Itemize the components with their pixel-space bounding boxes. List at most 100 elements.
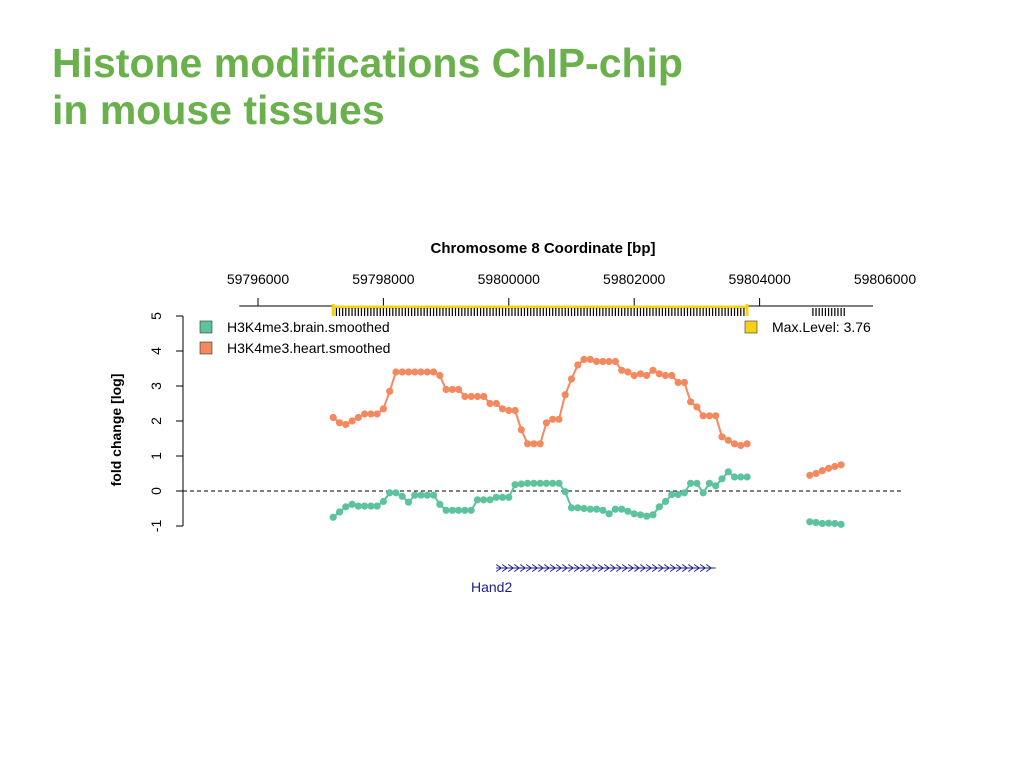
data-point <box>812 469 820 478</box>
data-point <box>624 368 632 376</box>
data-point <box>367 410 375 418</box>
data-point <box>687 479 695 487</box>
x-axis: 59796000 59798000 59800000 59802000 59804000… <box>227 271 917 316</box>
data-point <box>668 371 676 380</box>
data-point <box>812 518 820 527</box>
data-point <box>486 399 494 408</box>
data-point <box>379 405 387 413</box>
strand-arrow <box>591 564 599 572</box>
data-point <box>724 468 732 476</box>
data-point <box>549 415 557 423</box>
data-point <box>398 368 406 376</box>
data-point <box>442 506 450 514</box>
data-point <box>417 491 425 499</box>
strand-arrow <box>699 564 707 572</box>
strand-arrow <box>675 564 683 572</box>
strand-arrow <box>585 564 593 572</box>
data-point <box>687 398 695 406</box>
x-tick-label: 59806000 <box>854 271 917 287</box>
strand-arrow <box>663 564 671 572</box>
strand-arrow <box>621 564 629 572</box>
data-point <box>455 385 463 394</box>
data-point <box>599 506 607 514</box>
data-point <box>599 357 607 366</box>
y-tick-label: 5 <box>148 312 164 320</box>
x-tick-label: 59798000 <box>352 271 415 287</box>
data-point <box>524 440 532 448</box>
data-point <box>605 510 613 518</box>
data-point <box>436 500 444 508</box>
data-point <box>392 489 400 497</box>
data-point <box>555 479 563 487</box>
plot-series <box>329 355 845 528</box>
data-point <box>348 500 356 508</box>
strand-arrow <box>501 564 509 572</box>
y-tick-label: -1 <box>148 520 164 533</box>
data-point <box>718 433 726 441</box>
legend-swatch <box>199 341 213 355</box>
data-point <box>461 506 469 514</box>
data-point <box>373 410 381 418</box>
strand-arrow <box>705 564 713 572</box>
data-point <box>448 385 456 394</box>
strand-arrow <box>531 564 539 572</box>
data-point <box>411 368 419 376</box>
data-point <box>536 440 544 448</box>
data-point <box>705 412 714 420</box>
data-point <box>655 503 663 511</box>
chart-title: Chromosome 8 Coordinate [bp] <box>430 240 655 257</box>
data-point <box>398 492 406 500</box>
y-tick-label: 3 <box>148 382 164 390</box>
data-point <box>699 412 707 420</box>
data-point <box>423 491 431 499</box>
strand-arrow <box>603 564 611 572</box>
data-point <box>423 368 431 376</box>
data-point <box>831 462 839 471</box>
data-point <box>379 497 387 506</box>
legend-label: H3K4me3.heart.smoothed <box>227 340 390 356</box>
data-point <box>655 370 663 378</box>
data-point <box>404 368 413 376</box>
data-point <box>448 506 456 514</box>
strand-arrow <box>573 564 581 572</box>
strand-arrow <box>615 564 623 572</box>
data-point <box>611 505 620 513</box>
data-point <box>837 461 845 469</box>
strand-arrow <box>495 564 503 572</box>
data-point <box>605 357 613 366</box>
gene-label: Hand2 <box>471 579 512 595</box>
data-point <box>636 370 645 378</box>
data-point <box>586 355 594 363</box>
data-point <box>806 518 814 526</box>
data-point <box>511 406 519 415</box>
strand-arrow <box>633 564 641 572</box>
data-point <box>498 493 507 501</box>
data-point <box>574 504 582 512</box>
data-point <box>430 368 438 376</box>
data-point <box>561 391 569 399</box>
data-point <box>492 399 500 408</box>
data-point <box>467 506 475 514</box>
data-point <box>536 479 544 487</box>
strand-arrow <box>579 564 587 572</box>
data-point <box>743 473 751 481</box>
data-point <box>567 504 576 512</box>
data-point <box>668 490 676 499</box>
data-point <box>630 371 638 380</box>
data-point <box>354 413 362 422</box>
data-point <box>530 440 538 448</box>
data-point <box>411 491 419 499</box>
series-H3K4me3.heart.smoothed <box>329 355 845 479</box>
data-point <box>712 412 720 420</box>
data-point <box>693 479 701 487</box>
data-point <box>618 366 626 374</box>
strand-arrow <box>627 564 635 572</box>
data-point <box>580 355 588 363</box>
y-axis: -1 0 1 2 3 4 5 <box>148 312 184 533</box>
strand-arrow <box>597 564 605 572</box>
strand-arrow <box>693 564 701 572</box>
data-point <box>818 467 826 475</box>
data-point <box>730 473 739 481</box>
data-point <box>674 378 682 387</box>
